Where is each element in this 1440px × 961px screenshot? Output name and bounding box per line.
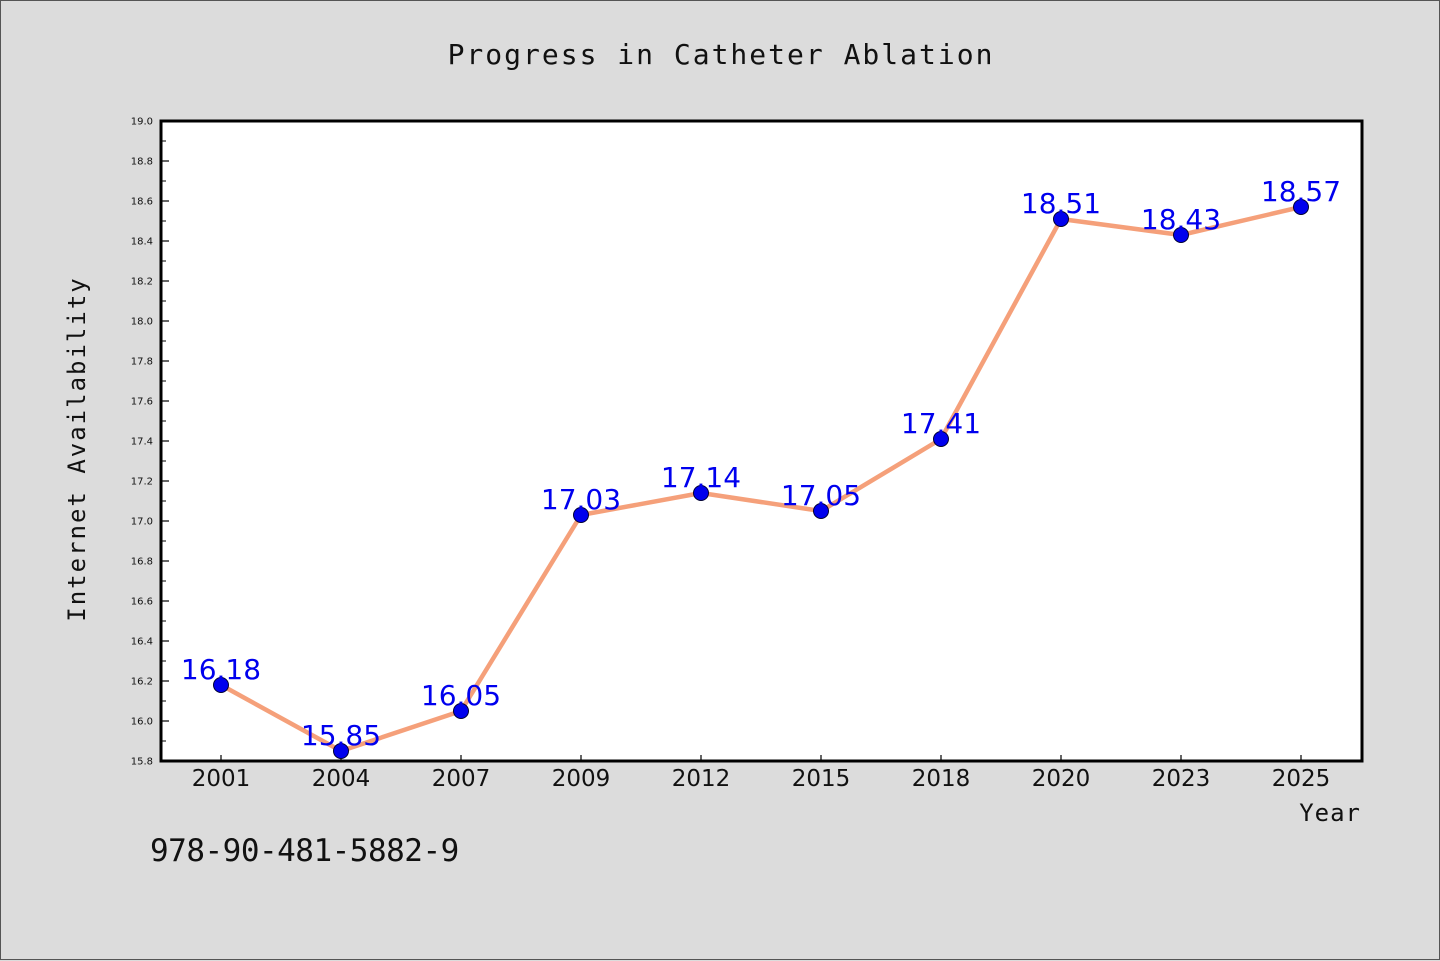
y-tick-label: 16.8	[131, 557, 153, 568]
plot-area	[159, 119, 1364, 763]
data-label: 18.43	[1141, 203, 1221, 236]
y-tick-label: 19.0	[131, 117, 153, 128]
x-tick-label: 2001	[192, 766, 251, 792]
y-tick-label: 18.8	[131, 157, 153, 168]
y-tick-label: 17.2	[131, 477, 153, 488]
data-label: 18.51	[1021, 187, 1101, 220]
data-label: 16.18	[181, 653, 261, 686]
data-label: 16.05	[421, 679, 501, 712]
y-tick-label: 17.8	[131, 357, 153, 368]
data-label: 17.03	[541, 483, 621, 516]
x-tick-label: 2004	[312, 766, 371, 792]
x-tick-label: 2007	[432, 766, 491, 792]
data-label: 17.41	[901, 407, 981, 440]
y-tick-label: 17.6	[131, 397, 153, 408]
data-label: 17.14	[661, 461, 741, 494]
y-tick-label: 17.0	[131, 517, 153, 528]
y-tick-label: 16.2	[131, 677, 153, 688]
y-tick-label: 15.8	[131, 757, 153, 768]
series-line	[218, 204, 1304, 754]
x-axis-label: Year	[1299, 799, 1361, 827]
x-tick-label: 2009	[552, 766, 611, 792]
data-label: 15.85	[301, 719, 381, 752]
x-tick-label: 2015	[792, 766, 851, 792]
data-point	[1293, 199, 1309, 215]
y-tick-label: 16.4	[131, 637, 153, 648]
x-tick-label: 2025	[1272, 766, 1331, 792]
y-tick-label: 18.0	[131, 317, 153, 328]
isbn-text: 978-90-481-5882-9	[150, 833, 459, 869]
y-tick-label: 18.4	[131, 237, 153, 248]
data-point	[933, 431, 949, 447]
data-point	[573, 507, 589, 523]
x-tick-label: 2020	[1032, 766, 1091, 792]
data-point	[333, 743, 349, 759]
y-tick-label: 18.6	[131, 197, 153, 208]
y-tick-label: 16.6	[131, 597, 153, 608]
x-axis-ticks: 2001 2004 2007 2009 2012 2015 2018 2020 2023 2025	[192, 755, 1331, 792]
data-point	[1053, 211, 1069, 227]
x-tick-label: 2012	[672, 766, 731, 792]
data-point	[693, 485, 709, 501]
y-axis-label: Internet Availability	[63, 276, 91, 621]
y-tick-label: 18.2	[131, 277, 153, 288]
data-label: 18.57	[1261, 175, 1341, 208]
data-label: 17.05	[781, 479, 861, 512]
data-point	[1173, 227, 1189, 243]
data-point	[213, 677, 229, 693]
x-tick-label: 2018	[912, 766, 971, 792]
y-axis-ticks: 15.8 16.0 16.2 16.4 16.6 16.8 17.0 17.2 17.4 17.6…	[131, 117, 169, 768]
y-tick-label: 17.4	[131, 437, 153, 448]
data-point	[453, 703, 469, 719]
x-tick-label: 2023	[1152, 766, 1211, 792]
chart-title: Progress in Catheter Ablation	[448, 38, 995, 71]
y-tick-label: 16.0	[131, 717, 153, 728]
data-point	[813, 503, 829, 519]
series-layer: 16.18 15.85 16.05 17.03 17.14 17.05 17.41 18.51…	[181, 175, 1341, 759]
